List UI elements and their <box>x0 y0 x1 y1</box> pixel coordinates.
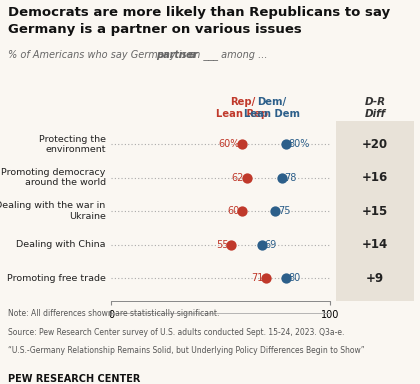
Text: partner: partner <box>156 50 198 60</box>
Point <box>243 175 250 181</box>
Text: 78: 78 <box>284 173 297 183</box>
Text: 75: 75 <box>278 206 290 216</box>
Text: PEW RESEARCH CENTER: PEW RESEARCH CENTER <box>8 374 141 384</box>
Text: 55: 55 <box>216 240 229 250</box>
Point <box>239 208 246 214</box>
Text: Dem/
Lean Dem: Dem/ Lean Dem <box>244 97 300 119</box>
Text: “U.S.-Germany Relationship Remains Solid, but Underlying Policy Differences Begi: “U.S.-Germany Relationship Remains Solid… <box>8 346 365 355</box>
Text: +16: +16 <box>362 171 388 184</box>
Text: +14: +14 <box>362 238 388 251</box>
Text: Democrats are more likely than Republicans to say: Democrats are more likely than Republica… <box>8 6 391 19</box>
Point <box>283 141 289 147</box>
Text: 69: 69 <box>265 240 277 250</box>
Point <box>228 242 235 248</box>
Point <box>263 275 270 281</box>
Text: Germany is a partner on various issues: Germany is a partner on various issues <box>8 23 302 36</box>
Point <box>278 175 285 181</box>
Text: Note: All differences shown are statistically significant.: Note: All differences shown are statisti… <box>8 309 220 318</box>
Text: 80%: 80% <box>289 139 310 149</box>
Text: +15: +15 <box>362 205 388 218</box>
Text: on ___ among ...: on ___ among ... <box>185 50 267 60</box>
Text: +9: +9 <box>366 271 384 285</box>
Text: Source: Pew Research Center survey of U.S. adults conducted Sept. 15-24, 2023. Q: Source: Pew Research Center survey of U.… <box>8 328 345 336</box>
Text: 71: 71 <box>251 273 264 283</box>
Text: Rep/
Lean Rep: Rep/ Lean Rep <box>216 97 268 119</box>
Text: 60%: 60% <box>218 139 240 149</box>
Point <box>283 275 289 281</box>
Point <box>239 141 246 147</box>
Text: D-R
Diff: D-R Diff <box>364 97 386 119</box>
Text: 60: 60 <box>228 206 240 216</box>
Text: % of Americans who say Germany is a: % of Americans who say Germany is a <box>8 50 199 60</box>
Point <box>272 208 278 214</box>
Text: +20: +20 <box>362 138 388 151</box>
Point <box>259 242 265 248</box>
Text: 80: 80 <box>289 273 301 283</box>
Text: 62: 62 <box>232 173 244 183</box>
